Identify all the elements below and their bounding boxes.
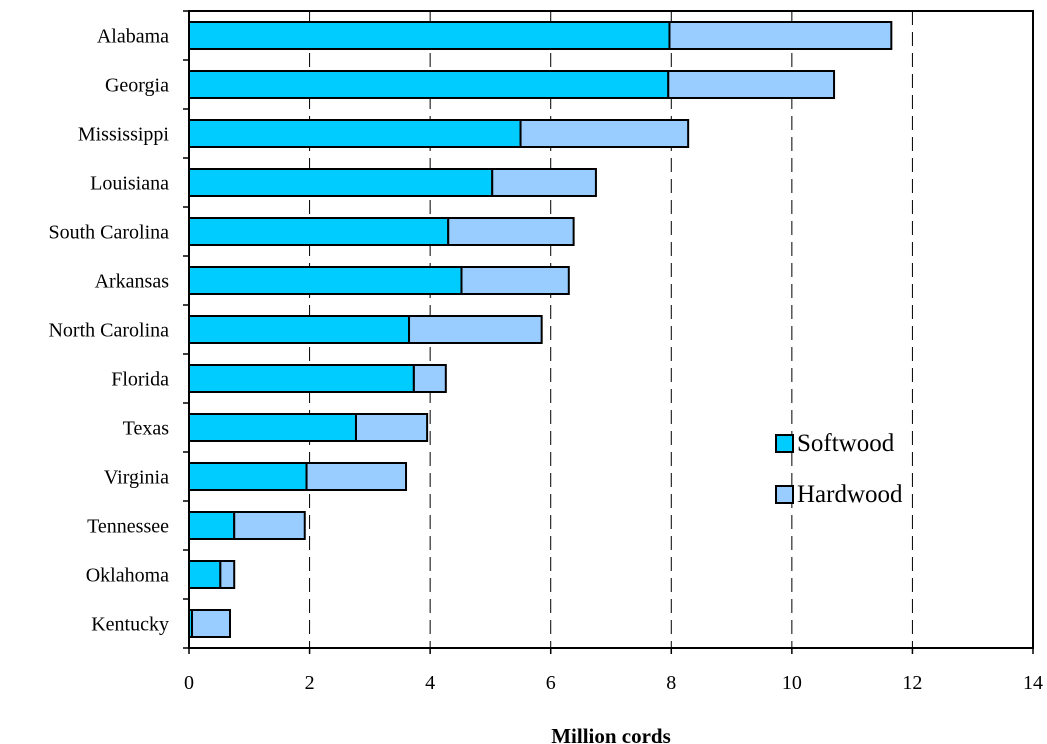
category-labels: Alabama Georgia Mississippi Louisiana South … [48, 26, 169, 636]
category-label: South Carolina [48, 222, 169, 244]
bar-softwood-arkansas [188, 266, 463, 295]
bar-hardwood-mississippi [519, 119, 690, 148]
bar-softwood-texas [188, 413, 357, 442]
bar-softwood-louisiana [188, 168, 494, 197]
category-label: Virginia [104, 467, 169, 489]
x-axis-ticks [188, 648, 1034, 654]
bars [188, 21, 893, 638]
bar-hardwood-oklahoma [219, 560, 236, 589]
category-label: North Carolina [48, 320, 169, 342]
y-axis-ticks [183, 10, 189, 649]
bar-softwood-virginia [188, 462, 308, 491]
bar-softwood-tennessee [188, 511, 236, 540]
x-tick-label: 2 [305, 672, 315, 694]
bar-softwood-mississippi [188, 119, 522, 148]
x-tick-label: 0 [184, 672, 194, 694]
bar-hardwood-florida [412, 364, 447, 393]
category-label: Alabama [97, 26, 169, 48]
bar-softwood-alabama [188, 21, 671, 50]
bar-softwood-florida [188, 364, 415, 393]
bar-hardwood-texas [354, 413, 429, 442]
category-label: Texas [123, 418, 170, 440]
x-tick-label: 4 [425, 672, 435, 694]
x-tick-label: 8 [666, 672, 676, 694]
category-label: Tennessee [87, 516, 169, 538]
legend-label-softwood: Softwood [797, 430, 895, 457]
bar-softwood-south-carolina [188, 217, 450, 246]
x-axis-title: Million cords [551, 724, 671, 744]
category-label: Georgia [105, 75, 169, 97]
bar-hardwood-virginia [305, 462, 408, 491]
bar-softwood-north-carolina [188, 315, 411, 344]
x-tick-label: 12 [902, 672, 922, 694]
bar-hardwood-louisiana [491, 168, 597, 197]
plot-frame [188, 10, 1034, 649]
bar-softwood-oklahoma [188, 560, 222, 589]
bar-softwood-georgia [188, 70, 670, 99]
bar-hardwood-alabama [668, 21, 893, 50]
category-label: Florida [111, 369, 169, 391]
x-tick-label: 10 [782, 672, 802, 694]
bar-hardwood-georgia [667, 70, 836, 99]
category-label: Arkansas [95, 271, 170, 293]
bar-hardwood-north-carolina [408, 315, 543, 344]
bar-hardwood-kentucky [191, 609, 231, 638]
bar-hardwood-tennessee [233, 511, 306, 540]
x-tick-labels: 0 2 4 6 8 10 12 14 [184, 672, 1043, 694]
bar-hardwood-arkansas [460, 266, 570, 295]
bar-hardwood-south-carolina [447, 217, 575, 246]
x-tick-label: 6 [546, 672, 556, 694]
legend-label-hardwood: Hardwood [797, 481, 903, 508]
x-tick-label: 14 [1023, 672, 1043, 694]
legend-swatch-hardwood [775, 485, 794, 504]
legend-swatch-softwood [775, 434, 794, 453]
category-label: Louisiana [90, 173, 169, 195]
legend: Softwood Hardwood [775, 430, 903, 508]
gridlines [309, 11, 913, 648]
category-label: Kentucky [91, 614, 169, 636]
category-label: Oklahoma [86, 565, 169, 587]
category-label: Mississippi [78, 124, 170, 146]
